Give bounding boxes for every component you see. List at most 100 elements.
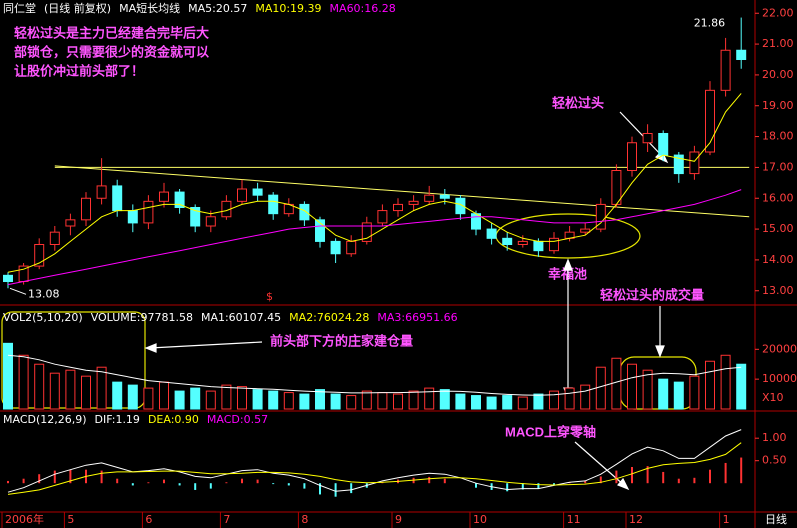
candle-body (658, 133, 669, 156)
line (7, 93, 742, 273)
annotation: 前头部下方的庄家建仓量 (270, 334, 413, 350)
candle-body (112, 185, 123, 212)
volume-bar (221, 384, 232, 410)
header-text: MA3:66951.66 (377, 311, 457, 324)
volume-bar (673, 381, 684, 410)
x-tick-label: 7 (223, 513, 230, 526)
unit-label: X10 (762, 391, 784, 404)
header-text: MA10:19.39 (255, 2, 321, 15)
y-tick-label: 14.00 (762, 253, 794, 266)
header-text: MA1:60107.45 (201, 311, 281, 324)
volume-bar (299, 393, 310, 410)
candle-body (81, 197, 91, 221)
marker: $ (266, 290, 273, 303)
volume-bar (127, 384, 138, 410)
header-text: MA60:16.28 (330, 2, 396, 15)
candle-body (143, 200, 154, 224)
candle-body (299, 203, 310, 221)
volume-bar (112, 381, 123, 410)
y-tick-label: 10000 (762, 372, 797, 385)
header-text: MACD(12,26,9) (3, 413, 87, 426)
candle-body (689, 151, 700, 175)
arrow (149, 341, 263, 349)
y-tick-label: 19.00 (762, 99, 794, 112)
candle-body (330, 240, 341, 255)
header-text: MA5:20.57 (188, 2, 247, 15)
note-line: 让股价冲过前头部了！ (14, 64, 144, 80)
y-tick-label: 20.00 (762, 68, 794, 81)
y-tick-label: 21.00 (762, 37, 794, 50)
candle-body (393, 203, 403, 212)
volume-bar (564, 387, 575, 410)
volume-bar (174, 390, 185, 410)
x-tick-label: 9 (395, 513, 402, 526)
volume-bar (393, 393, 403, 410)
candle-body (315, 219, 325, 242)
y-tick-label: 18.00 (762, 130, 794, 143)
volume-bar (736, 363, 747, 410)
candle-body (252, 188, 263, 196)
volume-bar (3, 342, 13, 410)
volume-bar (408, 390, 419, 410)
line (7, 442, 742, 495)
volume-bar (159, 381, 169, 410)
candle-body (3, 274, 13, 283)
volume-bar (517, 396, 528, 410)
note-line: 部锁仓，只需要很少的资金就可以 (14, 45, 209, 61)
candle-body (455, 197, 466, 215)
volume-bar (377, 392, 388, 410)
header-text: VOL2(5,10,20) (3, 311, 83, 324)
volume-bar (549, 390, 559, 410)
candle-body (159, 191, 169, 202)
candle-body (190, 207, 201, 227)
line (7, 189, 742, 286)
candle-body (673, 154, 684, 175)
candle-body (580, 228, 591, 233)
candle-body (720, 49, 731, 91)
candle-body (268, 194, 279, 215)
candle-body (642, 133, 653, 144)
candle-body (127, 210, 138, 224)
volume-bar (595, 366, 606, 410)
candle-body (424, 194, 435, 202)
annotation: 轻松过头的成交量 (600, 288, 704, 304)
volume-bar (81, 375, 91, 410)
low-label: 13.08 (28, 287, 60, 300)
y-tick-label: 13.00 (762, 284, 794, 297)
volume-bar (65, 369, 76, 410)
annotation: 轻松过头 (552, 96, 604, 112)
candle-body (533, 240, 544, 252)
candle-body (549, 237, 559, 252)
line (7, 429, 742, 493)
period-label: 日线 (765, 512, 787, 526)
y-tick-label: 1.00 (762, 431, 787, 444)
volume-bar (346, 395, 357, 410)
line (7, 354, 742, 396)
y-tick-label: 16.00 (762, 191, 794, 204)
candle-body (346, 240, 357, 255)
header-text: (日线 前复权) (44, 1, 111, 15)
volume-bar (283, 392, 294, 410)
volume-bar (642, 369, 653, 410)
y-tick-label: 0.50 (762, 454, 787, 467)
header-text: DEA:0.90 (148, 413, 199, 426)
candle-body (736, 49, 747, 60)
arrowhead (617, 477, 630, 491)
volume-bar (705, 360, 715, 410)
candle-body (65, 219, 76, 227)
note-line: 轻松过头是主力已经建合完毕后大 (14, 26, 209, 42)
volume-bar (424, 387, 435, 410)
volume-bar (533, 393, 544, 410)
candle-body (49, 231, 60, 246)
header-text: MA短长均线 (119, 1, 180, 15)
volume-bar (205, 390, 216, 410)
volume-bar (455, 393, 466, 410)
volume-bar (96, 366, 107, 410)
header-text: 同仁堂 (3, 2, 36, 15)
trendline (54, 165, 750, 218)
arrow (619, 111, 665, 159)
header-text: MACD:0.57 (207, 413, 268, 426)
x-tick-label: 12 (629, 513, 643, 526)
candle-body (627, 142, 637, 171)
